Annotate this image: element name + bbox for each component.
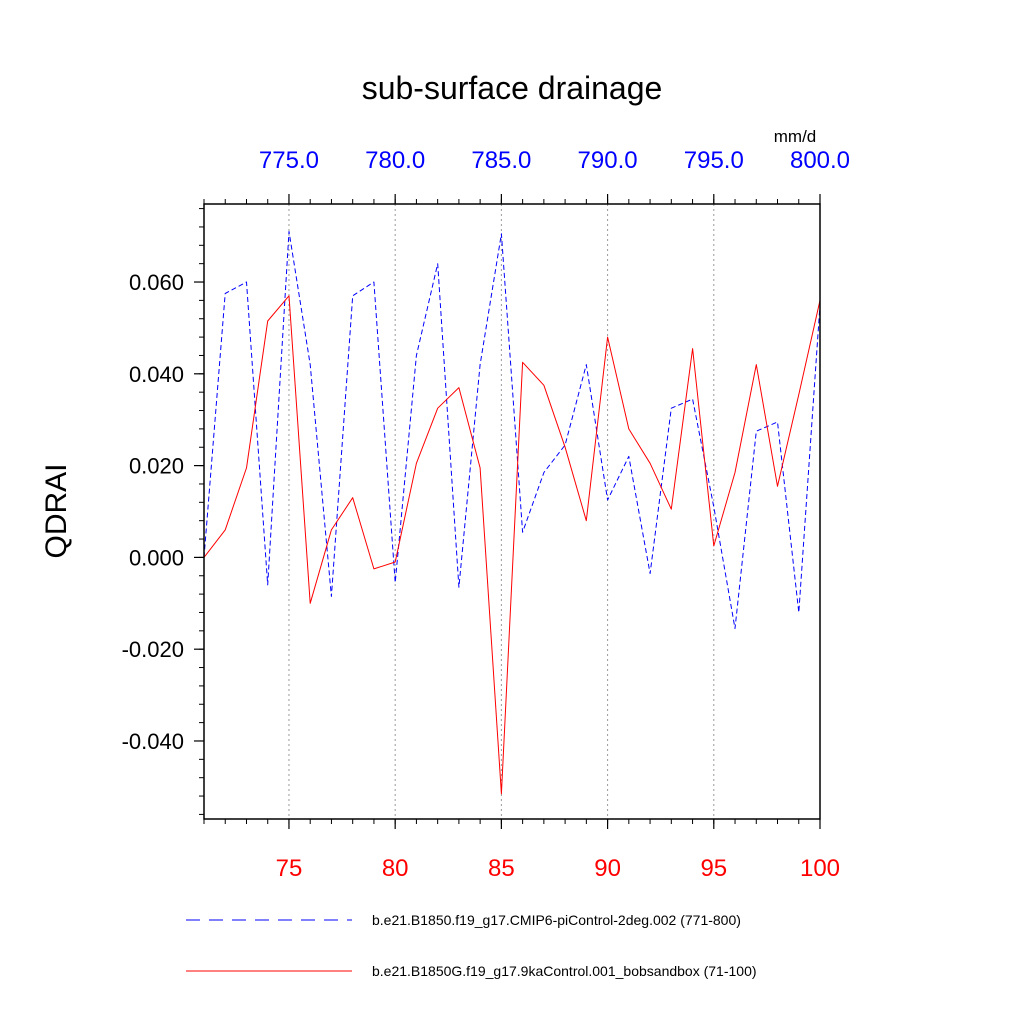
x-tick-label-bottom: 90 xyxy=(594,855,621,882)
y-tick-label: 0.020 xyxy=(129,454,184,479)
x-tick-label-top: 795.0 xyxy=(684,147,744,174)
y-tick-label: -0.020 xyxy=(122,637,184,662)
y-axis-title: QDRAI xyxy=(40,463,73,558)
x-tick-label-bottom: 95 xyxy=(700,855,727,882)
x-tick-label-top: 800.0 xyxy=(790,147,850,174)
y-tick-label: 0.040 xyxy=(129,362,184,387)
x-tick-label-top: 785.0 xyxy=(471,147,531,174)
x-tick-label-top: 790.0 xyxy=(578,147,638,174)
legend: b.e21.B1850.f19_g17.CMIP6-piControl-2deg… xyxy=(186,912,757,979)
x-tick-label-bottom: 75 xyxy=(276,855,303,882)
x-tick-label-top: 775.0 xyxy=(259,147,319,174)
series-layer xyxy=(203,231,821,795)
units-label: mm/d xyxy=(774,127,817,146)
chart-title: sub-surface drainage xyxy=(362,70,663,106)
x-tick-label-top: 780.0 xyxy=(365,147,425,174)
series-line-2 xyxy=(203,295,821,795)
gridlines xyxy=(288,204,715,819)
legend-label-2: b.e21.B1850G.f19_g17.9kaControl.001_bobs… xyxy=(372,963,757,979)
y-tick-label: 0.060 xyxy=(129,270,184,295)
y-tick-label: -0.040 xyxy=(122,729,184,754)
x-tick-label-bottom: 80 xyxy=(382,855,409,882)
plot-frame xyxy=(203,203,821,820)
axes: 0.060 0.040 0.020 0.000 -0.020 -0.040 75 80 85 90… xyxy=(122,147,850,882)
x-tick-label-bottom: 85 xyxy=(488,855,515,882)
legend-label-1: b.e21.B1850.f19_g17.CMIP6-piControl-2deg… xyxy=(372,912,741,928)
series-line-1 xyxy=(203,231,821,629)
y-tick-label: 0.000 xyxy=(129,545,184,570)
x-tick-label-bottom: 100 xyxy=(800,855,840,882)
